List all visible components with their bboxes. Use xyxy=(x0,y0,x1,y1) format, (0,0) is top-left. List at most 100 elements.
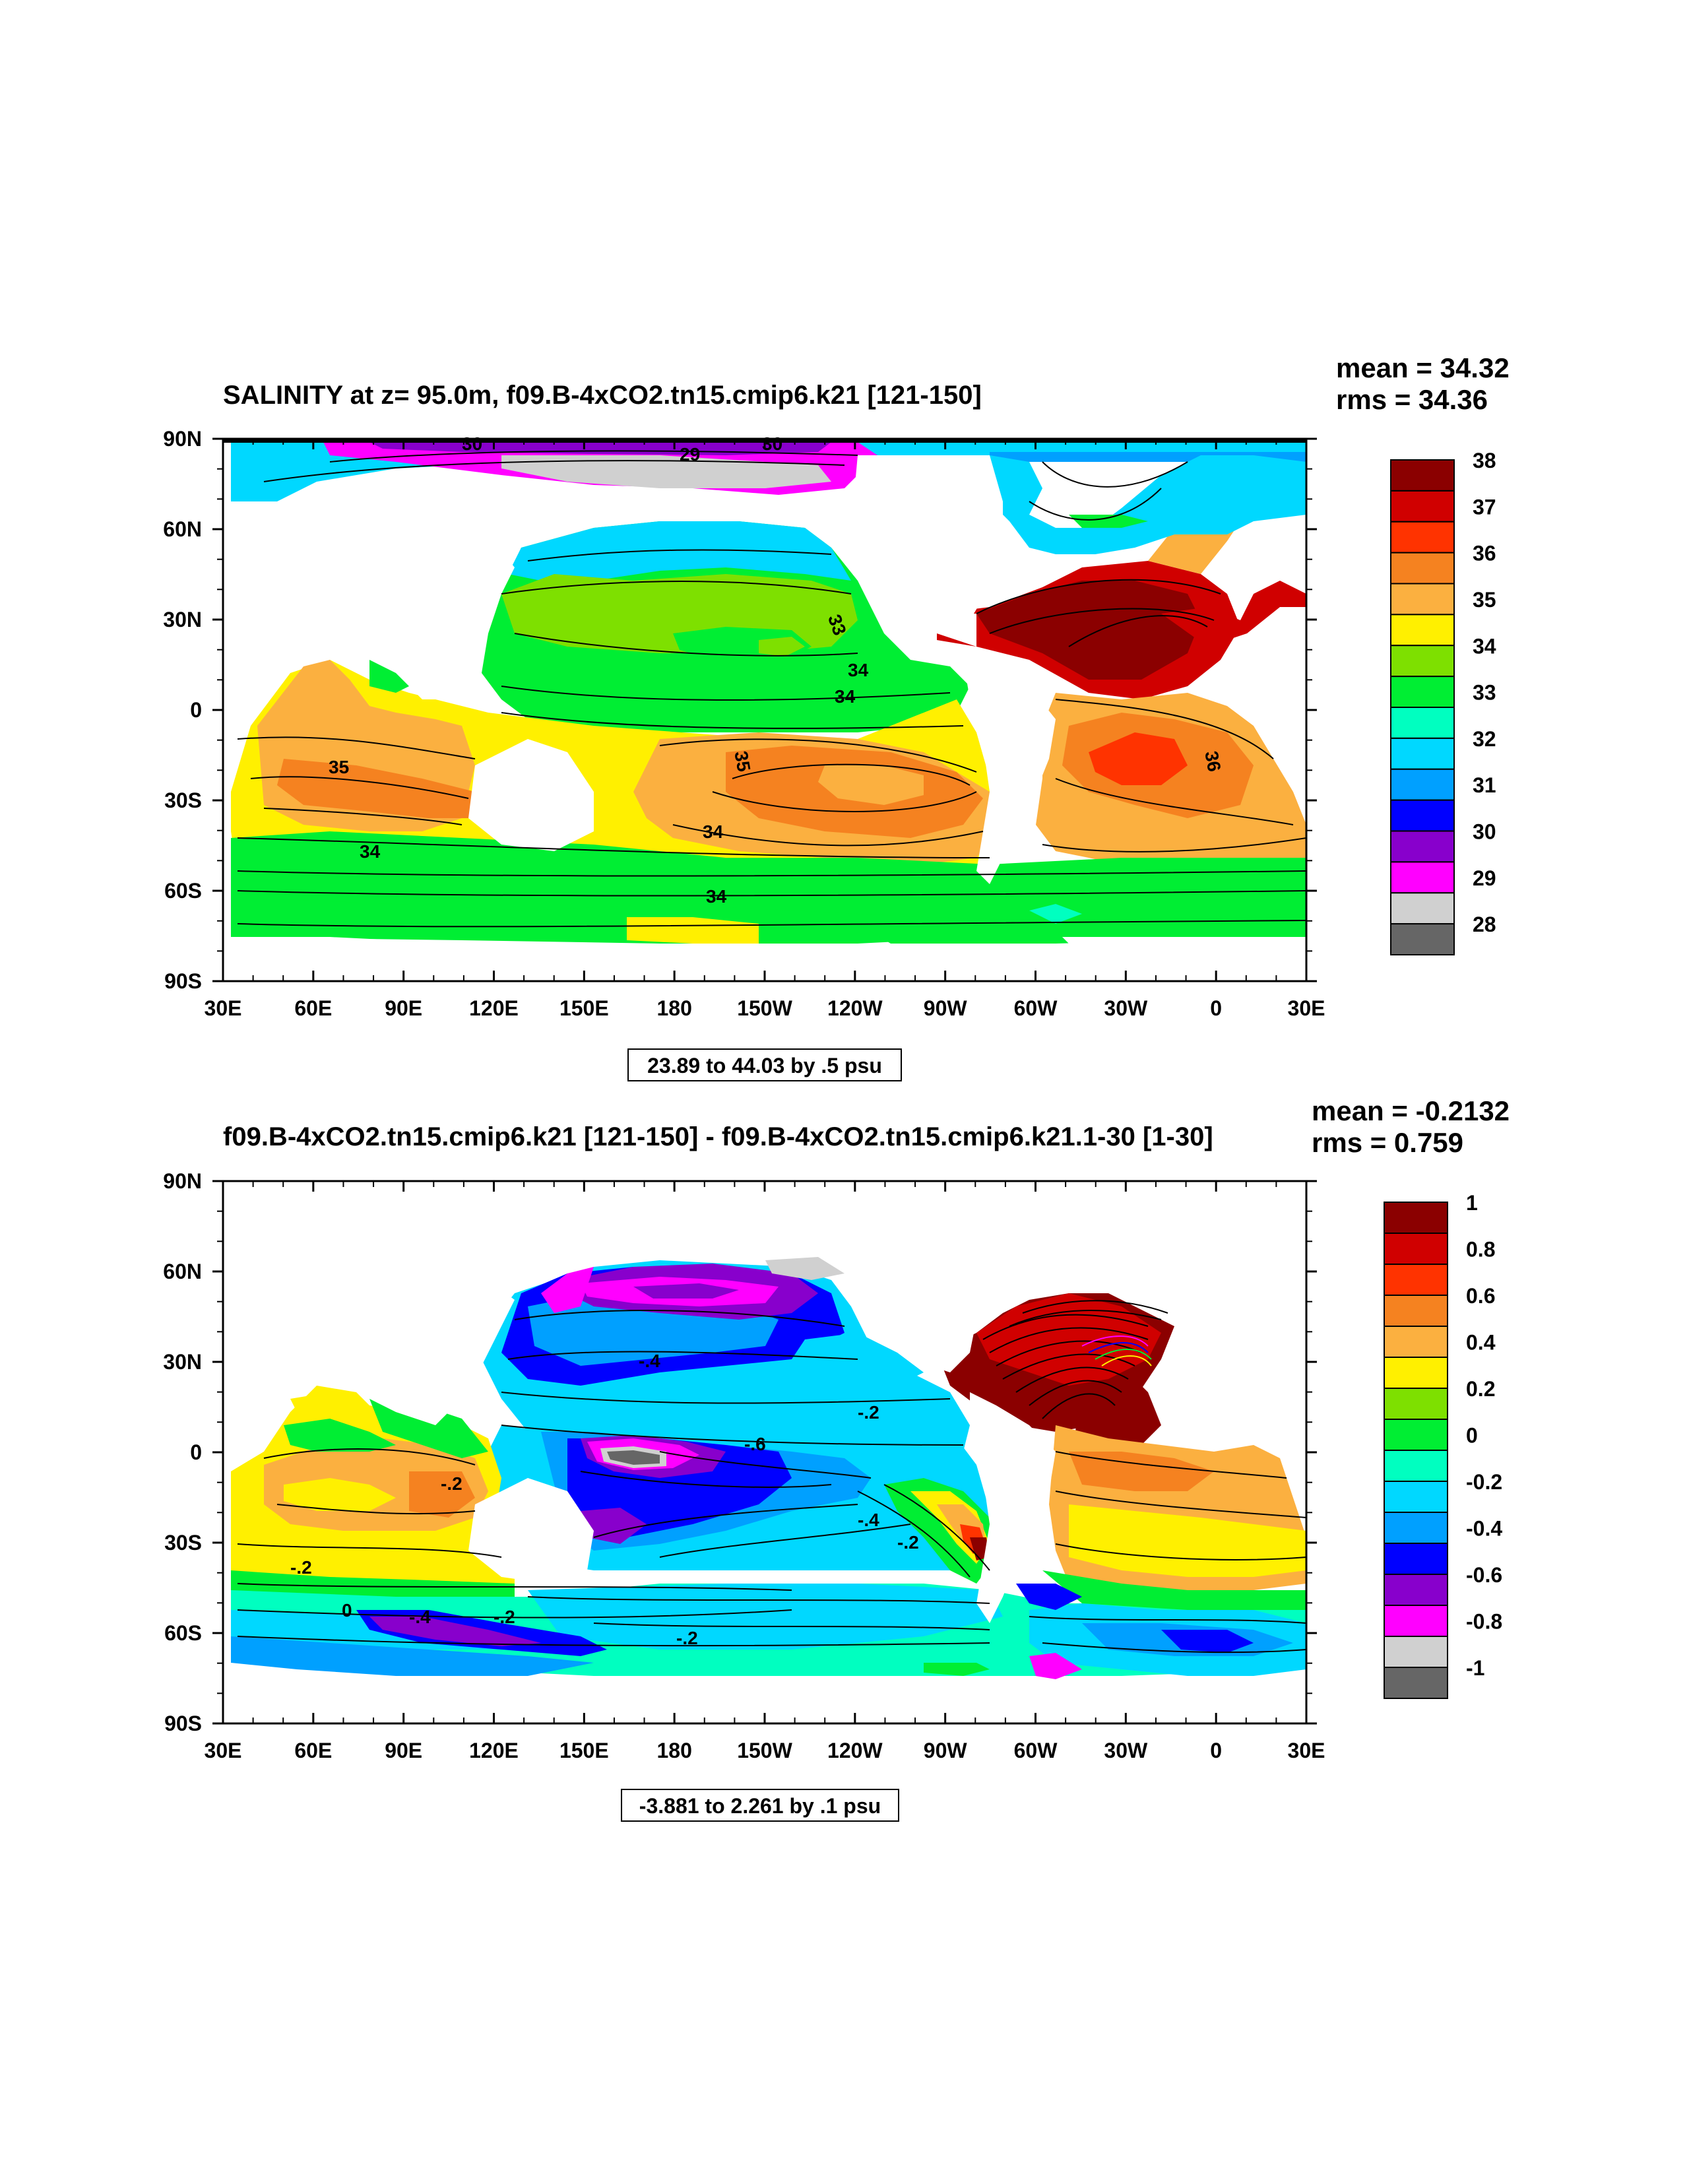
colorbar-label: 31 xyxy=(1473,773,1496,797)
colorbar-swatch xyxy=(1384,1357,1448,1389)
panel-2-contour-label: -.4 xyxy=(409,1607,431,1627)
colorbar-label: 30 xyxy=(1473,820,1496,844)
panel-2-title: f09.B-4xCO2.tn15.cmip6.k21 [121-150] - f… xyxy=(223,1122,1213,1151)
y-tick-label: 60N xyxy=(163,1260,202,1283)
colorbar-swatch xyxy=(1384,1667,1448,1699)
colorbar-swatch xyxy=(1390,552,1455,585)
panel-2-contour-label: -.4 xyxy=(858,1510,879,1530)
x-tick-label: 150E xyxy=(559,996,609,1020)
panel-1-contour-label: 35 xyxy=(329,757,349,777)
x-tick-label: 30W xyxy=(1104,996,1148,1020)
colorbar-label: 0.4 xyxy=(1466,1331,1496,1355)
colorbar-label: 0.2 xyxy=(1466,1377,1495,1401)
colorbar-swatch xyxy=(1390,892,1455,925)
colorbar-label: 35 xyxy=(1473,588,1496,612)
colorbar-swatch xyxy=(1390,676,1455,708)
panel-2-contour-label: -.2 xyxy=(858,1402,879,1423)
colorbar-label: -0.2 xyxy=(1466,1470,1502,1494)
colorbar-label: -1 xyxy=(1466,1656,1484,1680)
colorbar-swatch xyxy=(1390,830,1455,863)
panel-2-contour-label: -.2 xyxy=(494,1607,515,1627)
y-tick-label: 60S xyxy=(164,1621,202,1645)
colorbar-swatch xyxy=(1390,583,1455,616)
panel-2-contour-label: -.2 xyxy=(441,1473,462,1494)
y-tick-label: 0 xyxy=(190,1440,202,1464)
x-tick-label: 60W xyxy=(1014,1739,1058,1762)
panel-1-contour-label: 36 xyxy=(1201,750,1225,773)
colorbar-swatch xyxy=(1390,861,1455,894)
panel-2-ticks xyxy=(212,1180,1317,1725)
x-tick-label: 30W xyxy=(1104,1739,1148,1762)
panel-2-contour-label: -.2 xyxy=(290,1557,312,1578)
x-tick-label: 120W xyxy=(827,1739,883,1762)
panel-1-contour-label: 34 xyxy=(706,886,727,907)
y-tick-label: 90N xyxy=(163,427,202,451)
panel-2-contour-label: -.6 xyxy=(744,1434,766,1454)
y-tick-label: 90S xyxy=(164,1712,202,1735)
colorbar-swatch xyxy=(1384,1543,1448,1575)
y-tick-label: 30N xyxy=(163,608,202,631)
colorbar-swatch xyxy=(1384,1574,1448,1606)
colorbar-label: 0.8 xyxy=(1466,1238,1495,1262)
panel-2-mean: mean = -0.2132 xyxy=(1312,1095,1510,1126)
colorbar-label: -0.4 xyxy=(1466,1517,1502,1541)
x-tick-label: 90W xyxy=(924,996,968,1020)
x-tick-label: 0 xyxy=(1210,996,1222,1020)
panel-1-ticks xyxy=(212,437,1317,982)
colorbar-swatch xyxy=(1384,1605,1448,1637)
colorbar-swatch xyxy=(1384,1295,1448,1327)
panel-1-contour-label: 34 xyxy=(360,841,381,862)
panel-2-contour-label: -.4 xyxy=(639,1351,660,1371)
panel-1-info-box xyxy=(627,1048,902,1081)
colorbar-label: 38 xyxy=(1473,449,1496,472)
colorbar-swatch xyxy=(1390,923,1455,955)
y-tick-label: 30S xyxy=(164,1531,202,1555)
x-tick-label: 150E xyxy=(559,1739,609,1762)
panel-1-info-text: 23.89 to 44.03 by .5 psu xyxy=(647,1054,882,1077)
panel-2: f09.B-4xCO2.tn15.cmip6.k21 [121-150] - f… xyxy=(163,1095,1510,1822)
panel-1-colorbar: 38 37 36 35 34 33 32 31 30 29 28 xyxy=(1390,449,1496,955)
panel-2-x-tick-labels: 30E 60E 90E 120E 150E 180 150W 120W 90W 60W 30W 0 30… xyxy=(205,1739,1325,1762)
panel-1-contour-label: 34 xyxy=(848,660,869,680)
panel-1-contour-label: 30 xyxy=(462,434,482,454)
colorbar-swatch xyxy=(1390,799,1455,832)
y-tick-label: 30N xyxy=(163,1350,202,1374)
colorbar-swatch xyxy=(1384,1481,1448,1513)
y-tick-label: 60N xyxy=(163,517,202,541)
colorbar-label: 33 xyxy=(1473,681,1496,705)
colorbar-label: 28 xyxy=(1473,913,1496,936)
panel-1-contour-label: 29 xyxy=(680,444,700,465)
colorbar-swatch xyxy=(1384,1419,1448,1451)
panel-2-colorbar: 1 0.8 0.6 0.4 0.2 0 -0.2 -0.4 -0.6 -0.8 -1 xyxy=(1384,1191,1502,1699)
x-tick-label: 30E xyxy=(1288,996,1325,1020)
colorbar-label: -0.6 xyxy=(1466,1563,1502,1587)
panel-2-info-box xyxy=(621,1789,899,1822)
colorbar-swatch xyxy=(1390,490,1455,523)
colorbar-swatch xyxy=(1390,521,1455,554)
colorbar-swatch xyxy=(1390,737,1455,770)
x-tick-label: 120W xyxy=(827,996,883,1020)
y-tick-label: 90S xyxy=(164,969,202,993)
x-tick-label: 120E xyxy=(469,1739,519,1762)
panel-2-rms: rms = 0.759 xyxy=(1312,1127,1463,1158)
x-tick-label: 60E xyxy=(294,996,332,1020)
colorbar-swatch xyxy=(1390,645,1455,678)
x-tick-label: 90E xyxy=(385,996,422,1020)
panel-1-mean: mean = 34.32 xyxy=(1336,352,1510,383)
colorbar-swatch xyxy=(1390,707,1455,739)
x-tick-label: 30E xyxy=(1288,1739,1325,1762)
panel-1: SALINITY at z= 95.0m, f09.B-4xCO2.tn15.c… xyxy=(163,352,1510,1081)
colorbar-swatch xyxy=(1384,1512,1448,1544)
colorbar-label: 29 xyxy=(1473,866,1496,890)
colorbar-swatch xyxy=(1384,1202,1448,1234)
colorbar-swatch xyxy=(1384,1636,1448,1668)
panel-1-contour-label: 34 xyxy=(703,821,724,842)
panel-2-contour-label: -.2 xyxy=(676,1628,698,1648)
colorbar-swatch xyxy=(1384,1326,1448,1358)
y-tick-label: 30S xyxy=(164,788,202,812)
panel-1-y-tick-labels: 90N 60N 30N 0 30S 60S 90S xyxy=(163,427,202,993)
panel-2-contour-label: -.2 xyxy=(897,1532,919,1553)
colorbar-swatch xyxy=(1390,459,1455,492)
colorbar-swatch xyxy=(1384,1450,1448,1482)
